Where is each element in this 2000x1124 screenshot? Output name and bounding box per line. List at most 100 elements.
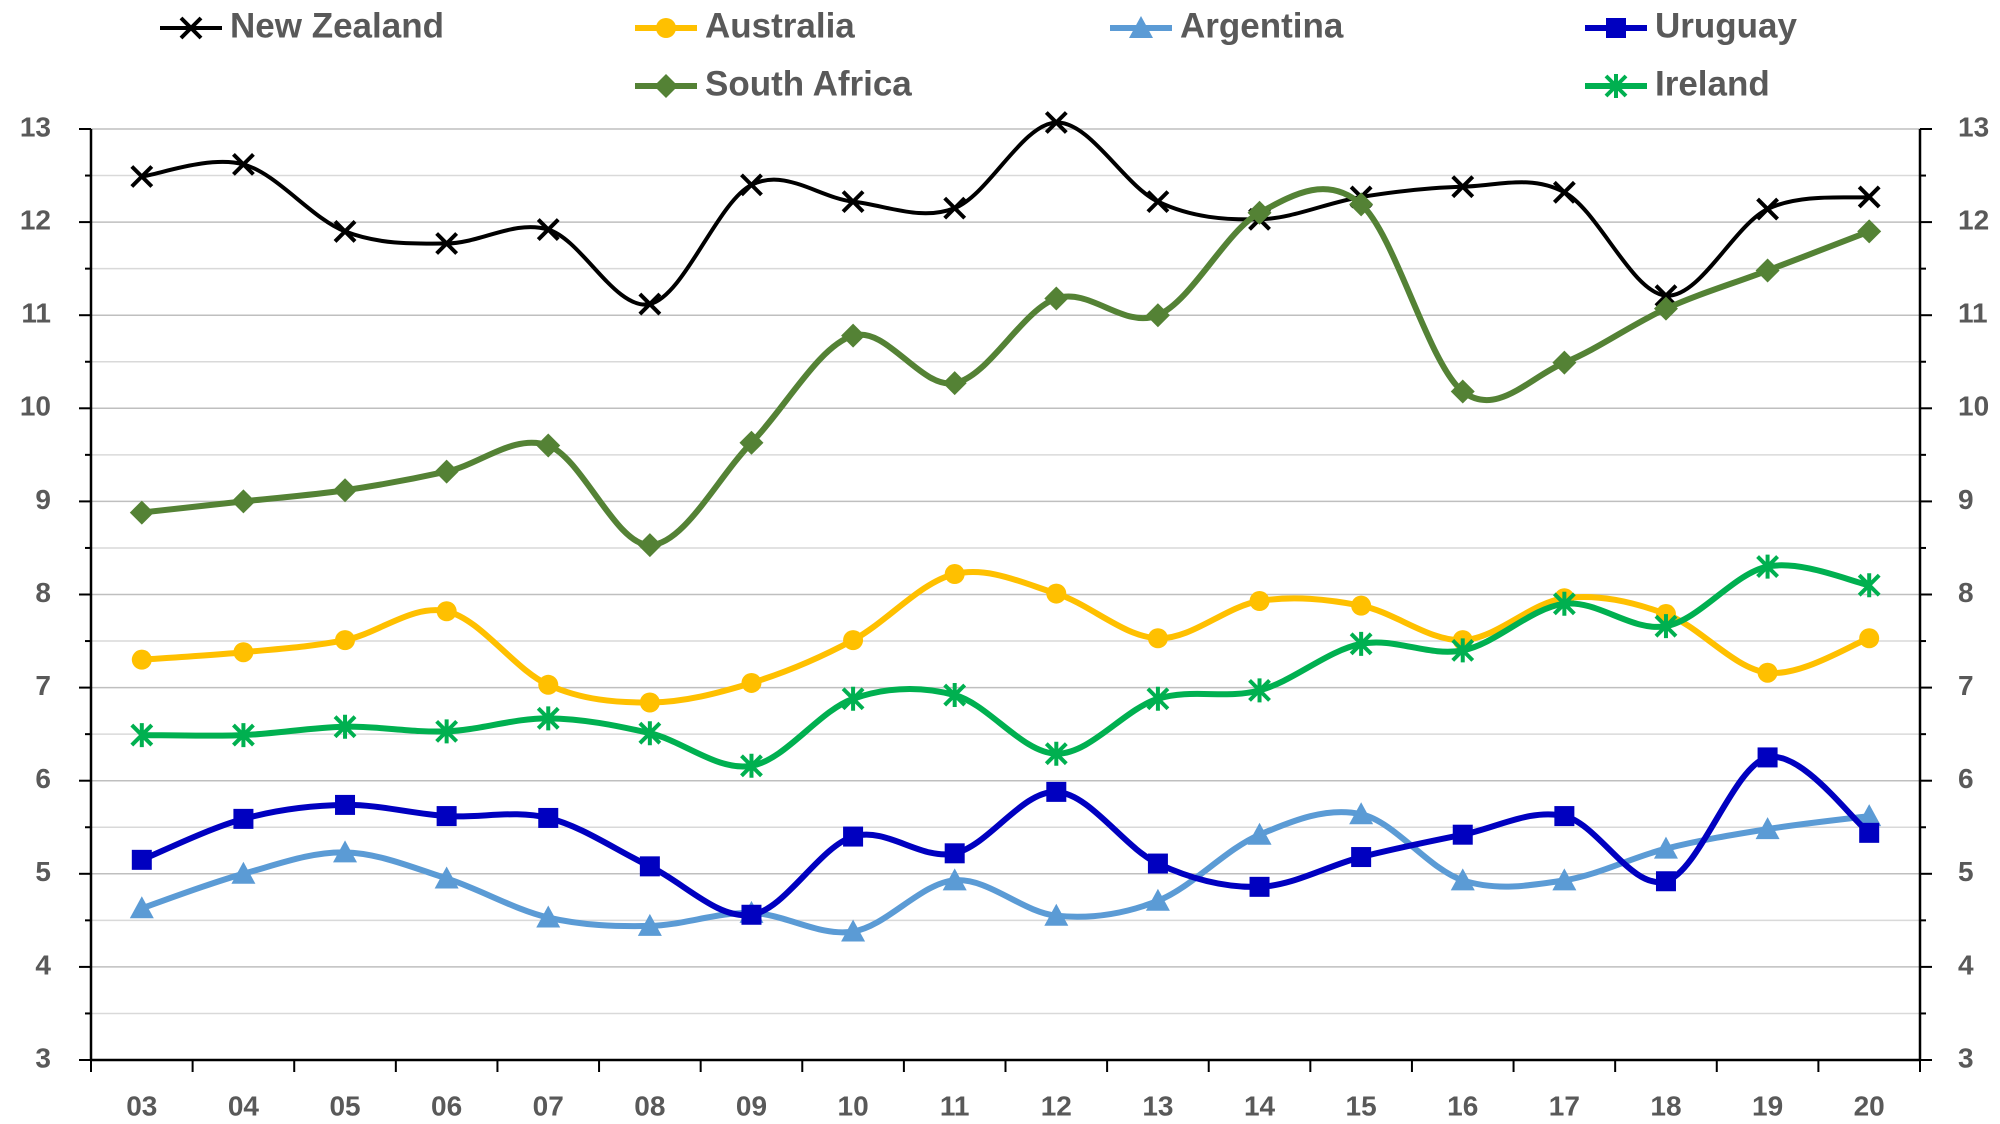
- series: [129, 802, 1882, 942]
- point: [841, 190, 865, 214]
- legend-item: Argentina: [1110, 6, 1344, 45]
- legend-marker: [656, 18, 676, 38]
- legend-label: Australia: [705, 6, 855, 45]
- x-tick-label: 19: [1752, 1090, 1783, 1121]
- point: [1046, 583, 1067, 604]
- point: [1147, 853, 1168, 874]
- series: [130, 554, 1881, 778]
- point: [1552, 350, 1577, 375]
- point: [841, 919, 866, 942]
- legend-marker: [1604, 74, 1628, 98]
- legend-item: Australia: [635, 6, 855, 45]
- legend-label: Argentina: [1180, 6, 1344, 45]
- point: [1146, 686, 1170, 711]
- point: [1554, 806, 1575, 827]
- point: [333, 840, 358, 863]
- series: [131, 747, 1880, 925]
- y2-tick-label: 10: [1958, 391, 1989, 422]
- x-tick-label: 11: [940, 1090, 970, 1121]
- y-tick-label: 12: [20, 204, 51, 235]
- x-tick-label: 06: [431, 1090, 462, 1121]
- x-tick-label: 07: [533, 1090, 564, 1121]
- y2-tick-label: 3: [1958, 1042, 1974, 1073]
- point: [131, 849, 152, 870]
- point: [639, 692, 660, 713]
- point: [1044, 741, 1068, 766]
- x-tick-label: 09: [736, 1090, 767, 1121]
- point: [1755, 817, 1780, 840]
- point: [1757, 747, 1778, 768]
- legend-item: South Africa: [635, 64, 912, 103]
- series-line: [141, 562, 1870, 770]
- y-tick-label: 10: [20, 391, 51, 422]
- x-tick-label: 18: [1650, 1090, 1681, 1121]
- legend-label: New Zealand: [230, 6, 444, 45]
- point: [843, 826, 864, 847]
- point: [841, 323, 866, 348]
- point: [1146, 190, 1170, 214]
- point: [1450, 868, 1475, 891]
- point: [434, 866, 459, 889]
- point: [1349, 802, 1374, 825]
- point: [335, 794, 356, 815]
- x-tick-label: 20: [1854, 1090, 1885, 1121]
- point: [333, 219, 357, 243]
- point: [1349, 631, 1373, 656]
- point: [943, 196, 967, 220]
- point: [1552, 180, 1576, 204]
- legend-marker: [1129, 16, 1153, 38]
- point: [1145, 888, 1170, 911]
- point: [436, 601, 457, 622]
- legend-marker: [654, 74, 678, 98]
- point: [1756, 197, 1779, 221]
- point: [1145, 303, 1170, 328]
- series-line: [141, 120, 1870, 307]
- point: [841, 686, 865, 711]
- x-tick-label: 17: [1549, 1090, 1580, 1121]
- y2-tick-label: 12: [1958, 204, 1989, 235]
- point: [436, 806, 457, 827]
- point: [638, 721, 662, 746]
- y-tick-label: 11: [21, 298, 51, 329]
- y2-tick-label: 7: [1958, 670, 1974, 701]
- point: [536, 706, 560, 731]
- point: [1755, 258, 1780, 283]
- y-tick-label: 13: [20, 111, 51, 142]
- x-tick-label: 08: [634, 1090, 665, 1121]
- x-tick-label: 10: [838, 1090, 869, 1121]
- point: [231, 861, 256, 884]
- point: [1147, 628, 1168, 649]
- x-tick-label: 05: [329, 1090, 360, 1121]
- y-tick-label: 6: [35, 763, 51, 794]
- legend-marker: [179, 16, 203, 40]
- point: [1248, 678, 1271, 703]
- y2-tick-label: 13: [1958, 111, 1989, 142]
- series: [131, 564, 1880, 713]
- legend-label: Ireland: [1655, 64, 1770, 103]
- point: [1552, 591, 1576, 616]
- y-tick-label: 8: [35, 577, 51, 608]
- y2-tick-label: 8: [1958, 577, 1974, 608]
- point: [1857, 185, 1881, 209]
- point: [131, 649, 152, 670]
- point: [538, 807, 559, 828]
- point: [536, 218, 560, 241]
- point: [1756, 554, 1779, 579]
- point: [942, 868, 967, 891]
- x-tick-label: 03: [126, 1090, 157, 1121]
- point: [335, 630, 356, 651]
- y2-tick-label: 6: [1958, 763, 1974, 794]
- point: [1857, 804, 1882, 827]
- point: [943, 683, 967, 708]
- legend-label: Uruguay: [1655, 6, 1798, 45]
- point: [1655, 871, 1676, 892]
- y2-tick-label: 4: [1958, 949, 1974, 980]
- point: [1859, 628, 1880, 649]
- point: [130, 165, 154, 188]
- point: [1247, 822, 1272, 845]
- y-tick-label: 7: [35, 670, 51, 701]
- point: [1859, 822, 1880, 843]
- point: [1857, 573, 1881, 598]
- point: [536, 433, 561, 458]
